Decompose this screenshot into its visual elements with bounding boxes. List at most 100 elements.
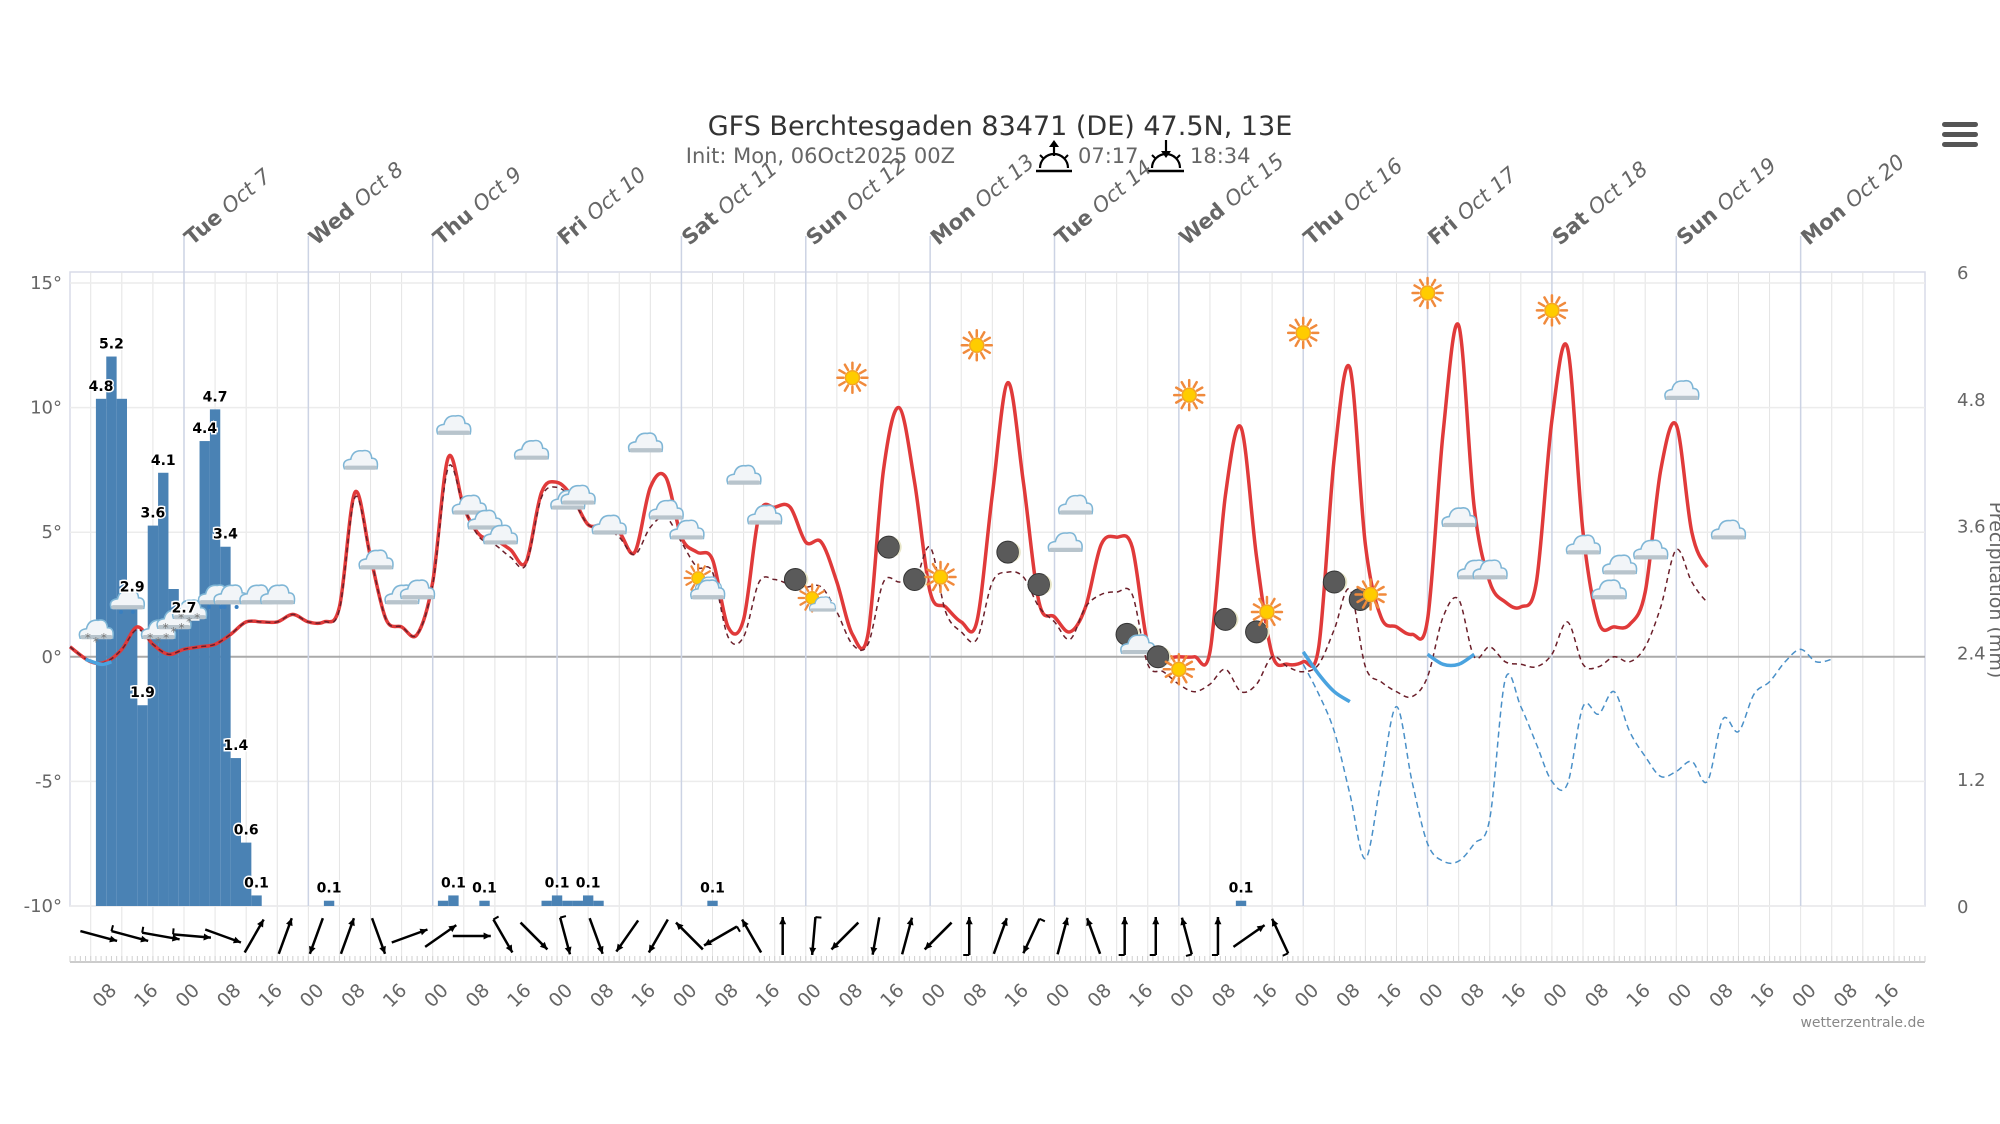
sun-ray <box>1288 324 1297 330</box>
day-label: Sat Oct 18 <box>1548 157 1653 250</box>
wind-arrow-icon <box>779 917 787 955</box>
hamburger-menu-icon-bar <box>1942 142 1978 147</box>
cloud-shape <box>669 519 705 540</box>
x-tick-label: 08 <box>710 979 743 1012</box>
sun-ray <box>804 603 810 611</box>
sun-disc <box>844 369 861 386</box>
x-tick-label: 00 <box>793 979 826 1012</box>
sun-ray <box>804 585 810 593</box>
x-tick-label: 00 <box>296 979 329 1012</box>
wind-arrow-head <box>924 941 933 950</box>
precipitation-bar <box>1235 900 1247 906</box>
wind-arrow-head <box>1180 917 1188 926</box>
cloud-icon <box>259 584 296 605</box>
wind-arrow-icon <box>675 921 704 951</box>
sun-ray <box>685 580 693 586</box>
moon-disc <box>877 535 901 559</box>
cloud-icon <box>627 432 664 453</box>
precipitation-label: 0.1 <box>576 875 601 891</box>
x-tick-label: 08 <box>959 979 992 1012</box>
sun-ray <box>1270 618 1276 627</box>
moon-icon <box>877 535 902 559</box>
sun-ray <box>1537 313 1546 320</box>
wind-arrow-head <box>286 918 293 927</box>
sun-ray <box>1252 603 1261 609</box>
wind-arrow-head <box>171 934 180 942</box>
x-tick-label: 16 <box>1498 979 1531 1012</box>
cloud-icon <box>1057 494 1094 515</box>
day-label: Mon Oct 20 <box>1796 150 1909 250</box>
cloud-base <box>629 448 662 453</box>
wind-arrow-head <box>483 932 491 940</box>
wind-arrow-icon <box>615 919 640 953</box>
sun-ray <box>1373 601 1380 609</box>
cloud-base <box>748 520 782 525</box>
precipitation-bar <box>95 398 107 906</box>
x-tick-label: 00 <box>544 979 577 1012</box>
cloud-base <box>142 635 175 640</box>
hamburger-menu-button[interactable] <box>1942 122 1978 152</box>
wind-arrow-icon <box>1022 917 1046 954</box>
sun-ray <box>931 583 938 592</box>
cloud-icon <box>399 579 436 600</box>
x-tick-label: 16 <box>1125 979 1158 1012</box>
sun-ray <box>799 600 807 606</box>
credit-link[interactable]: wetterzentrale.de <box>1800 1015 1925 1031</box>
cloud-icon <box>1120 634 1156 655</box>
cloud-icon <box>1591 579 1627 600</box>
moon-icon <box>903 568 928 592</box>
series-line-temperature-below-zero <box>84 657 112 667</box>
precipitation-bar <box>189 620 200 906</box>
x-tick-label: 00 <box>918 979 951 1012</box>
sun-ray <box>1434 296 1442 302</box>
x-tick-label: 00 <box>669 979 702 1012</box>
wind-arrows-row <box>69 915 1926 963</box>
precipitation-label: 0.1 <box>472 881 497 897</box>
cloud-shape <box>648 499 684 520</box>
cloud-icon <box>591 514 627 535</box>
day-label: Thu Oct 16 <box>1299 153 1407 249</box>
sun-ray <box>947 580 955 586</box>
sun-ray <box>1361 580 1368 588</box>
cloud-base <box>810 608 835 612</box>
precipitation-bar <box>178 620 190 906</box>
cloud-icon <box>451 494 488 515</box>
wind-arrow-icon <box>110 925 149 943</box>
sun-disc <box>1362 586 1379 603</box>
day-label-date: Oct 16 <box>1338 153 1407 216</box>
snowflake-icon: * <box>178 611 184 625</box>
sun-ray <box>1185 660 1194 667</box>
wind-arrow-head <box>257 919 264 928</box>
cloud-shape <box>467 509 503 530</box>
sun-ray <box>983 336 992 343</box>
y-axis-left-ticks: 15° 10° 5° 0° -5° -10° <box>24 273 62 917</box>
y-left-tick-label: 15° <box>30 273 62 294</box>
wind-arrow-head <box>419 928 428 936</box>
series-line-temperature-below-zero <box>1301 650 1351 704</box>
cloud-base <box>359 565 393 570</box>
sun-ray <box>1258 597 1264 606</box>
wind-arrow-head <box>870 947 878 955</box>
cloud-shape <box>171 599 208 620</box>
y-left-tick-label: -5° <box>35 771 62 792</box>
wind-arrow-icon <box>870 917 881 955</box>
cloud-shape <box>1120 634 1156 654</box>
precipitation-bar <box>199 441 210 906</box>
precipitation-bar <box>437 900 449 906</box>
snowflake-icon: * <box>155 635 161 649</box>
moon-disc <box>903 568 927 592</box>
wind-arrow-icon <box>1232 924 1266 948</box>
moon-disc <box>1245 620 1269 644</box>
sun-icon <box>1535 294 1569 327</box>
cloud-icon <box>560 484 596 505</box>
sun-ray <box>1543 316 1549 325</box>
wind-arrow-icon <box>588 917 604 955</box>
x-tick-label: 08 <box>462 979 495 1012</box>
cloud-icon <box>436 414 472 435</box>
sun-ray <box>1258 618 1264 627</box>
cloud-shape <box>451 494 488 515</box>
sun-ray <box>1306 318 1312 327</box>
sun-ray <box>815 585 821 593</box>
wind-barb <box>815 916 822 919</box>
sun-disc <box>1419 285 1436 301</box>
